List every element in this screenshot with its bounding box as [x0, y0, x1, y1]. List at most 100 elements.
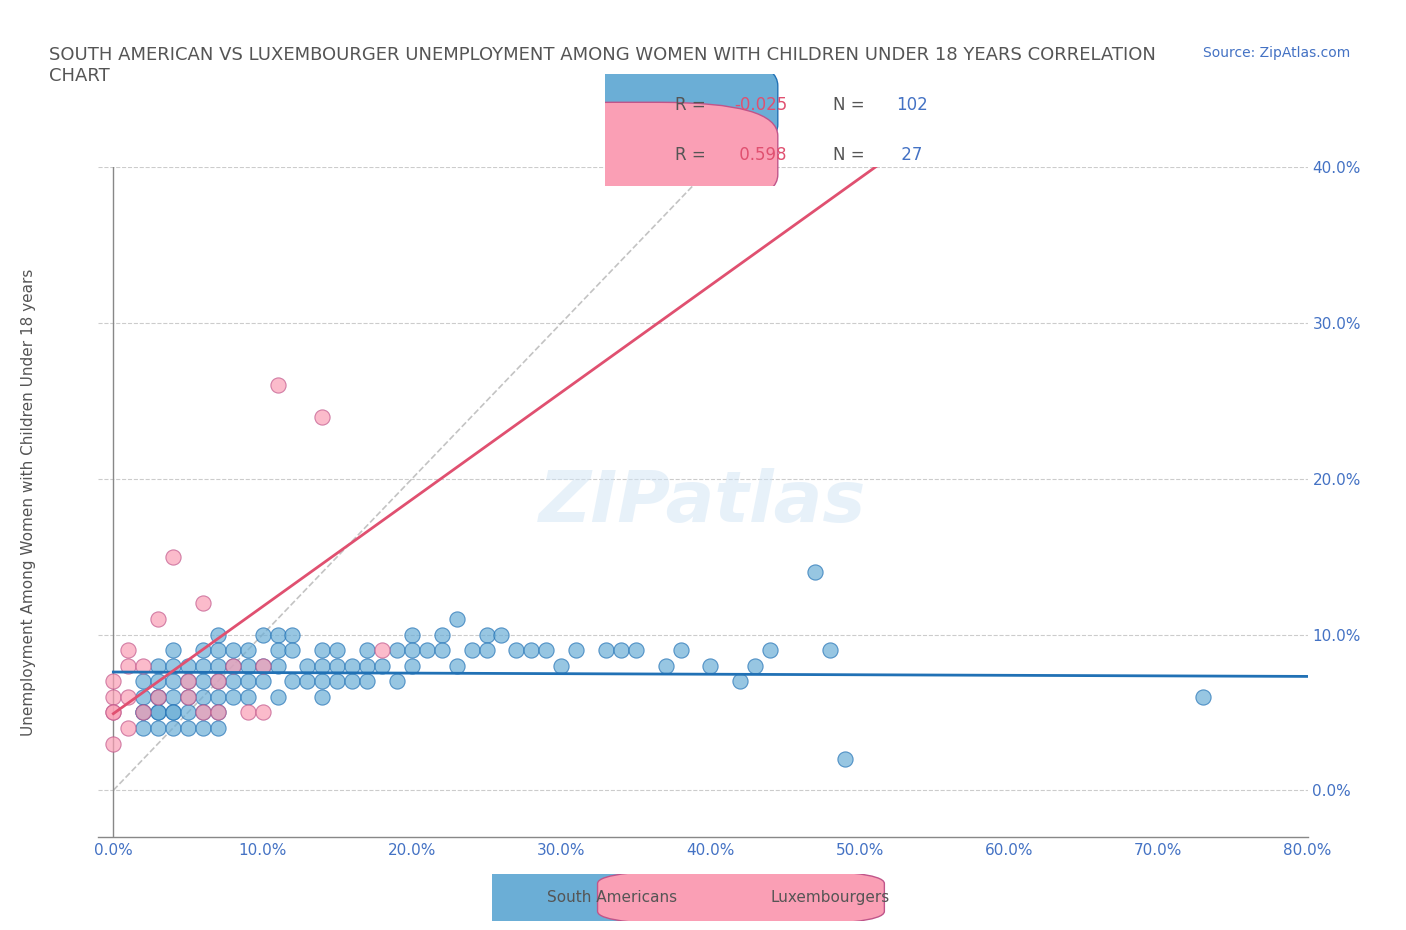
- Point: [207, 627, 229, 642]
- Point: [385, 643, 408, 658]
- Point: [475, 627, 498, 642]
- Point: [475, 643, 498, 658]
- Point: [446, 612, 468, 627]
- Point: [207, 705, 229, 720]
- Point: [146, 721, 169, 736]
- Point: [654, 658, 676, 673]
- Text: 20.0%: 20.0%: [388, 844, 436, 858]
- Point: [281, 674, 304, 689]
- Point: [595, 643, 617, 658]
- Point: [730, 674, 752, 689]
- Point: [207, 721, 229, 736]
- Point: [132, 658, 155, 673]
- Point: [699, 658, 721, 673]
- Text: 102: 102: [896, 96, 928, 113]
- Point: [207, 689, 229, 704]
- Point: [744, 658, 766, 673]
- Point: [356, 643, 378, 658]
- FancyBboxPatch shape: [598, 870, 884, 925]
- Point: [177, 705, 200, 720]
- Point: [177, 689, 200, 704]
- Point: [401, 658, 423, 673]
- Point: [132, 705, 155, 720]
- Text: R =: R =: [675, 96, 706, 113]
- Point: [207, 643, 229, 658]
- Point: [266, 689, 288, 704]
- Point: [132, 705, 155, 720]
- Text: N =: N =: [832, 96, 865, 113]
- Point: [266, 378, 288, 392]
- Point: [491, 627, 513, 642]
- Point: [834, 751, 856, 766]
- Text: R =: R =: [675, 146, 706, 164]
- Text: -0.025: -0.025: [734, 96, 787, 113]
- Point: [266, 643, 288, 658]
- Point: [117, 689, 139, 704]
- Point: [236, 643, 259, 658]
- FancyBboxPatch shape: [495, 52, 778, 158]
- Text: 50.0%: 50.0%: [835, 844, 884, 858]
- Point: [103, 674, 125, 689]
- Point: [297, 658, 319, 673]
- Point: [146, 689, 169, 704]
- Point: [132, 674, 155, 689]
- Point: [146, 705, 169, 720]
- Text: 0.598: 0.598: [734, 146, 787, 164]
- Point: [550, 658, 572, 673]
- Point: [236, 705, 259, 720]
- Point: [340, 658, 363, 673]
- Text: 10.0%: 10.0%: [239, 844, 287, 858]
- Point: [311, 643, 333, 658]
- Point: [207, 658, 229, 673]
- Point: [177, 658, 200, 673]
- Point: [236, 689, 259, 704]
- Point: [430, 643, 453, 658]
- Point: [191, 643, 214, 658]
- Point: [146, 674, 169, 689]
- Point: [177, 721, 200, 736]
- Point: [759, 643, 782, 658]
- Point: [162, 705, 184, 720]
- Point: [266, 627, 288, 642]
- FancyBboxPatch shape: [495, 102, 778, 208]
- Text: ZIPatlas: ZIPatlas: [540, 468, 866, 537]
- Point: [222, 658, 245, 673]
- Point: [401, 627, 423, 642]
- Point: [520, 643, 543, 658]
- Point: [191, 705, 214, 720]
- Point: [297, 674, 319, 689]
- Point: [818, 643, 841, 658]
- Point: [385, 674, 408, 689]
- Point: [207, 674, 229, 689]
- Point: [371, 643, 394, 658]
- Point: [356, 674, 378, 689]
- Point: [103, 737, 125, 751]
- Point: [117, 658, 139, 673]
- Text: South Americans: South Americans: [547, 890, 678, 905]
- Point: [207, 674, 229, 689]
- Point: [356, 658, 378, 673]
- Point: [191, 658, 214, 673]
- Point: [281, 643, 304, 658]
- Text: 0.0%: 0.0%: [94, 844, 132, 858]
- Point: [103, 705, 125, 720]
- Point: [207, 705, 229, 720]
- Point: [401, 643, 423, 658]
- Point: [252, 705, 274, 720]
- Point: [191, 705, 214, 720]
- Text: 30.0%: 30.0%: [537, 844, 585, 858]
- Text: SOUTH AMERICAN VS LUXEMBOURGER UNEMPLOYMENT AMONG WOMEN WITH CHILDREN UNDER 18 Y: SOUTH AMERICAN VS LUXEMBOURGER UNEMPLOYM…: [49, 46, 1156, 86]
- Point: [191, 596, 214, 611]
- Point: [222, 643, 245, 658]
- Point: [222, 689, 245, 704]
- Point: [146, 689, 169, 704]
- Point: [252, 658, 274, 673]
- Point: [669, 643, 692, 658]
- Point: [222, 658, 245, 673]
- Text: Unemployment Among Women with Children Under 18 years: Unemployment Among Women with Children U…: [21, 269, 35, 736]
- Point: [536, 643, 558, 658]
- Point: [103, 689, 125, 704]
- Point: [222, 674, 245, 689]
- Point: [146, 689, 169, 704]
- Point: [162, 721, 184, 736]
